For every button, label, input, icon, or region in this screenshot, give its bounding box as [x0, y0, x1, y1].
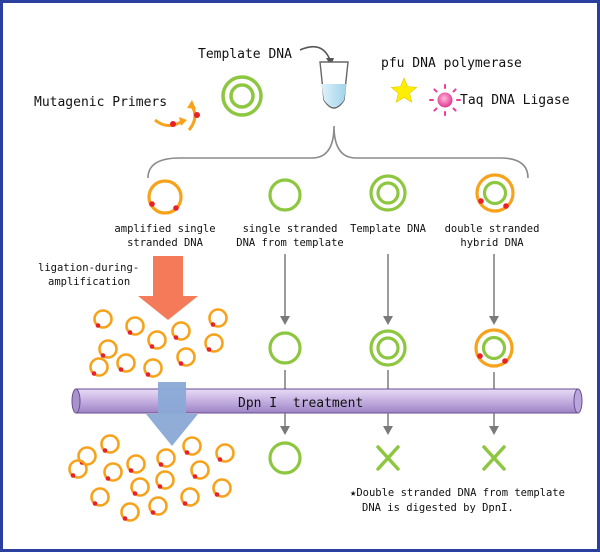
- template-plasmid-icon: [221, 75, 263, 117]
- gray-connectors-mid: [284, 370, 495, 390]
- template-dsdna-icon: [369, 174, 407, 212]
- middle-template-dsdna-icon: [369, 329, 407, 367]
- template-dna-label: Template DNA: [198, 47, 292, 62]
- template-ssdna-icon: [268, 178, 302, 212]
- branch-hybrid-label-1: double stranded: [445, 223, 540, 235]
- taq-ligase-label: Taq DNA Ligase: [460, 93, 570, 108]
- middle-hybrid-dsdna-icon: [474, 328, 514, 368]
- amplified-products-cluster: [89, 308, 228, 379]
- ligation-label-2: amplification: [48, 276, 130, 288]
- pfu-polymerase-star-icon: [390, 77, 418, 103]
- mutagenic-primers-icon: [154, 100, 200, 131]
- ligation-arrow-icon: [138, 256, 198, 320]
- ligation-label-1: ligation-during-: [38, 262, 139, 274]
- branch-template-label: Template DNA: [350, 223, 427, 235]
- dpn-arrow-icon: [146, 382, 198, 446]
- digested-template-cross-icon: [376, 445, 400, 471]
- branch-brace: [147, 125, 529, 179]
- taq-ligase-icon: [429, 84, 461, 116]
- surviving-products-cluster: [68, 434, 235, 523]
- note-line-2: DNA is digested by DpnI.: [362, 502, 514, 514]
- surviving-ssdna-icon: [268, 441, 302, 475]
- curved-arrow-icon: [299, 45, 331, 61]
- digested-hybrid-cross-icon: [482, 445, 506, 471]
- branch-amplified-label-2: stranded DNA: [127, 237, 204, 249]
- note-line-1: ★Double stranded DNA from template: [350, 487, 565, 499]
- diagram-canvas: Template DNA pfu DNA polymerase Taq DNA …: [34, 45, 583, 523]
- mutagenic-primers-label: Mutagenic Primers: [34, 95, 167, 110]
- dpn-treatment-label: Dpn I treatment: [238, 396, 363, 411]
- gray-arrows-lower: [280, 413, 499, 435]
- branch-hybrid-label-2: hybrid DNA: [460, 237, 524, 249]
- pcr-tube-icon: [319, 61, 349, 109]
- middle-ssdna-icon: [268, 331, 302, 365]
- gray-arrows-upper: [280, 254, 499, 325]
- branch-amplified-label-1: amplified single: [114, 223, 215, 235]
- pfu-polymerase-label: pfu DNA polymerase: [381, 56, 522, 71]
- hybrid-dsdna-icon: [475, 173, 515, 213]
- branch-single-label-2: DNA from template: [236, 237, 343, 249]
- amplified-ssdna-icon: [147, 179, 183, 215]
- branch-single-label-1: single stranded: [243, 223, 338, 235]
